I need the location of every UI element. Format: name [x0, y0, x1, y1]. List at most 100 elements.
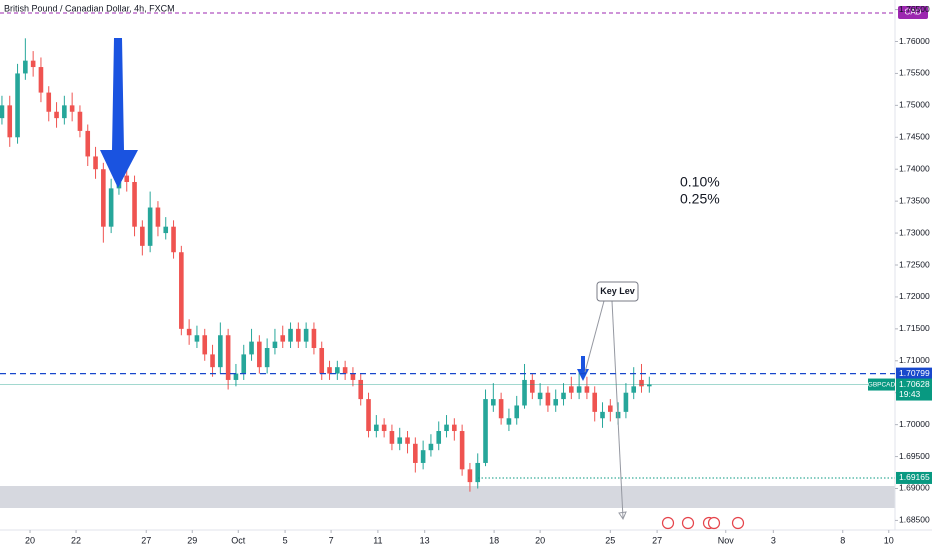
x-tick-label: 20 — [25, 535, 35, 545]
candle-body — [288, 328, 293, 342]
candle-body — [249, 341, 254, 355]
candle-body — [366, 399, 371, 432]
x-tick-label: 27 — [652, 535, 662, 545]
y-tick-label: 1.73000 — [899, 227, 930, 237]
candle-body — [69, 105, 75, 112]
candle-body — [428, 443, 434, 451]
symbol-label: GBPCAD — [868, 381, 896, 388]
candle-body — [459, 431, 465, 470]
x-tick-label: 27 — [141, 535, 151, 545]
annotation: 0.25% — [680, 191, 720, 207]
candle-body — [77, 111, 83, 131]
candle-body — [241, 354, 247, 374]
x-tick-label: 11 — [373, 535, 382, 545]
candle-body — [7, 105, 13, 138]
zone — [0, 486, 895, 508]
x-tick-label: 18 — [489, 535, 499, 545]
callout-pointer — [611, 300, 624, 519]
candle-body — [522, 379, 527, 406]
candle-body — [436, 431, 442, 444]
candle-body — [186, 328, 192, 336]
event-icon[interactable] — [681, 516, 695, 530]
arrow — [100, 38, 138, 188]
event-icon[interactable] — [731, 516, 745, 530]
candle-body — [171, 226, 176, 253]
candle-body — [561, 392, 566, 400]
candle-body — [576, 386, 582, 393]
candle-body — [537, 392, 543, 400]
candle-body — [506, 418, 512, 425]
symbol-box — [868, 378, 895, 391]
candle-body — [397, 437, 403, 444]
candle-body — [514, 405, 520, 419]
support-label: 1.69165 — [899, 472, 930, 482]
x-tick-label: 20 — [535, 535, 545, 545]
candle-body — [545, 392, 551, 406]
callout-box — [596, 281, 639, 302]
candle-body — [108, 188, 114, 227]
currency-badge-text: CAD — [905, 8, 922, 17]
candle-body — [147, 207, 153, 246]
x-tick-label: 25 — [605, 535, 615, 545]
x-tick-label: 3 — [771, 535, 776, 545]
candle-body — [179, 252, 184, 329]
x-tick-label: 10 — [884, 535, 894, 545]
currency-badge — [898, 6, 928, 19]
last-price-box — [896, 378, 932, 401]
candle-body — [233, 373, 239, 380]
candle-body — [498, 399, 504, 419]
callout-pointer — [584, 300, 605, 373]
candle-body — [381, 424, 387, 432]
candle-body — [389, 431, 395, 444]
candle-body — [342, 367, 348, 374]
chart-title: British Pound / Canadian Dollar, 4h, FXC… — [4, 3, 175, 13]
candle-body — [101, 169, 106, 227]
x-tick-label: 5 — [283, 535, 288, 545]
candle-body — [491, 399, 496, 406]
x-tick-label: 8 — [840, 535, 845, 545]
event-icon[interactable] — [707, 516, 721, 530]
candle-body — [194, 335, 200, 342]
candle-body — [163, 226, 169, 234]
key-level-label: 1.70799 — [899, 368, 930, 378]
event-icon[interactable] — [661, 516, 675, 530]
x-tick-label: Oct — [231, 535, 246, 545]
candle-body — [530, 379, 535, 393]
key-level-box — [896, 367, 932, 380]
candle-body — [38, 67, 44, 93]
candle-body — [202, 335, 208, 355]
candle-body — [335, 367, 340, 374]
arrow-head — [618, 511, 627, 521]
last-price-label: 1.70628 — [899, 379, 930, 389]
y-tick-label: 1.68500 — [899, 515, 930, 525]
candle-body — [452, 424, 457, 432]
x-tick-label: 22 — [71, 535, 81, 545]
candle-body — [264, 348, 270, 368]
candle-body — [62, 105, 67, 119]
candle-body — [280, 335, 286, 342]
candle-body — [210, 354, 215, 368]
candle-body — [483, 399, 488, 463]
candle-body — [93, 156, 98, 170]
candle-body — [647, 384, 652, 387]
candle-body — [132, 181, 137, 227]
candle-body — [319, 348, 325, 374]
candle-body — [85, 130, 91, 157]
candle-body — [218, 335, 223, 368]
support-box — [896, 471, 932, 484]
candle-body — [444, 424, 449, 432]
candle-body — [350, 373, 356, 380]
candle-body — [257, 341, 262, 368]
candle-body — [467, 469, 473, 483]
countdown-label: 19:43 — [899, 389, 921, 399]
candle-body — [15, 73, 20, 138]
y-tick-label: 1.72500 — [899, 259, 930, 269]
candle-body — [311, 328, 317, 349]
y-tick-label: 1.70000 — [899, 419, 930, 429]
y-tick-label: 1.75500 — [899, 68, 930, 78]
candle-body — [46, 92, 52, 112]
candle-body — [225, 335, 231, 380]
candle-body — [327, 367, 332, 374]
